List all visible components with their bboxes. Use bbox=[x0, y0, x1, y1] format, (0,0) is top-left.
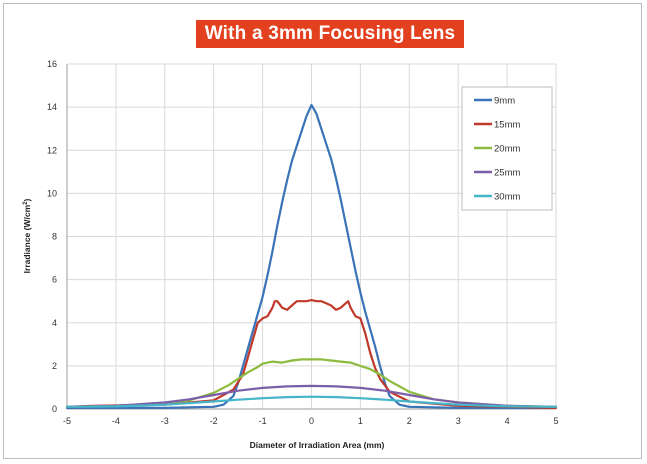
x-tick-label: 1 bbox=[358, 416, 363, 426]
y-tick-label: 2 bbox=[52, 361, 57, 371]
series-line-15mm bbox=[65, 299, 558, 409]
y-axis-label: Irradiance (W/cm2) bbox=[22, 199, 32, 274]
legend-label: 25mm bbox=[494, 168, 520, 179]
y-tick-label: 16 bbox=[47, 59, 57, 69]
y-tick-label: 10 bbox=[47, 188, 57, 198]
legend-label: 30mm bbox=[494, 192, 520, 203]
series-line-30mm bbox=[65, 395, 558, 408]
x-axis-label: Diameter of Irradiation Area (mm) bbox=[250, 440, 385, 450]
legend-label: 20mm bbox=[494, 144, 520, 155]
series-line-9mm bbox=[65, 103, 558, 409]
chart-title: With a 3mm Focusing Lens bbox=[196, 20, 464, 48]
chart-frame bbox=[3, 3, 642, 459]
series-line-25mm bbox=[65, 384, 558, 408]
legend-label: 15mm bbox=[494, 120, 520, 131]
x-tick-label: -4 bbox=[112, 416, 120, 426]
x-tick-label: 4 bbox=[505, 416, 510, 426]
x-tick-label: 5 bbox=[553, 416, 558, 426]
x-tick-label: -5 bbox=[63, 416, 71, 426]
x-tick-label: 3 bbox=[456, 416, 461, 426]
y-tick-labels: 0 2 4 6 8 10 12 14 16 bbox=[47, 59, 57, 414]
series-lines bbox=[65, 103, 558, 409]
y-tick-label: 4 bbox=[52, 318, 57, 328]
y-tick-label: 14 bbox=[47, 102, 57, 112]
y-tick-label: 6 bbox=[52, 275, 57, 285]
y-tick-label: 12 bbox=[47, 145, 57, 155]
legend-label: 9mm bbox=[494, 96, 515, 107]
x-tick-labels: -5 -4 -3 -2 -1 0 1 2 3 4 5 bbox=[63, 416, 559, 426]
x-tick-label: -2 bbox=[210, 416, 218, 426]
y-tick-label: 8 bbox=[52, 232, 57, 242]
legend: 9mm 15mm 20mm 25mm 30mm bbox=[461, 86, 553, 211]
x-tick-label: -1 bbox=[259, 416, 267, 426]
x-tick-label: 0 bbox=[309, 416, 314, 426]
x-tick-label: -3 bbox=[161, 416, 169, 426]
y-tick-label: 0 bbox=[52, 404, 57, 414]
x-tick-label: 2 bbox=[407, 416, 412, 426]
series-line-20mm bbox=[65, 358, 558, 408]
